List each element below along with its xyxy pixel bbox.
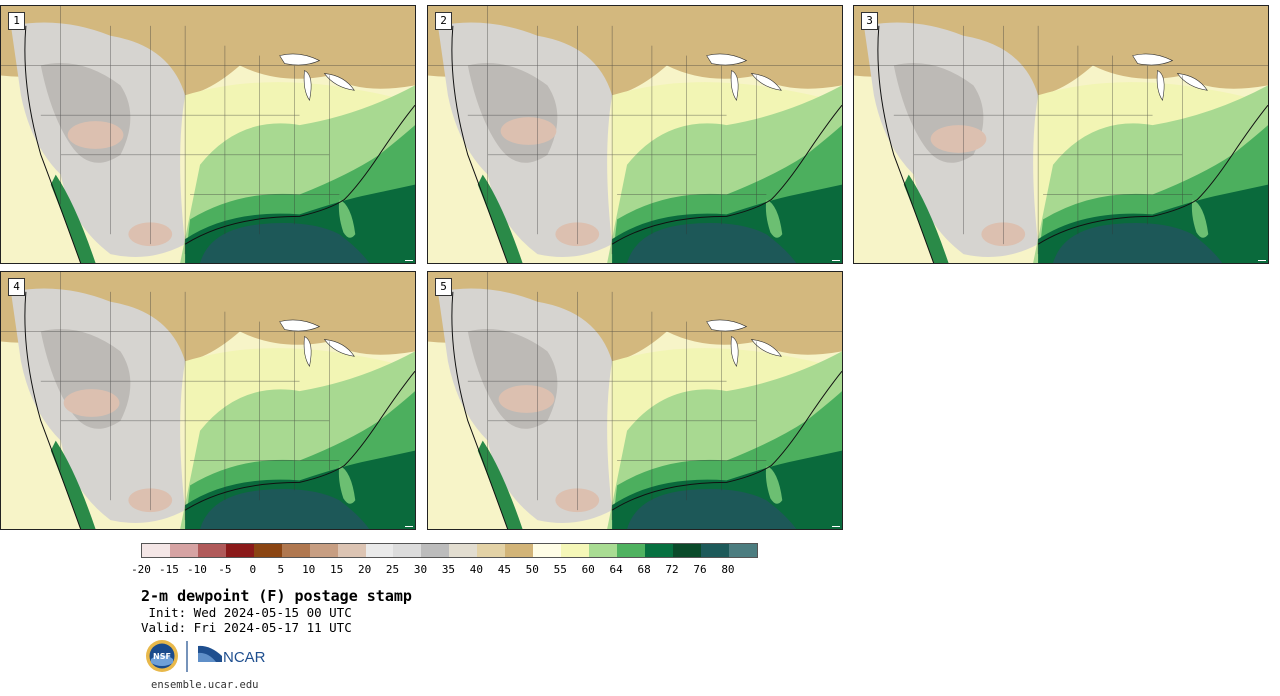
colorbar-cell [281, 544, 310, 557]
colorbar-label: 64 [609, 563, 623, 576]
colorbar-cell [616, 544, 645, 557]
dewpoint-map [1, 272, 415, 529]
dewpoint-map [428, 272, 842, 529]
colorbar-label: 72 [665, 563, 679, 576]
colorbar-label: 60 [581, 563, 595, 576]
panel-number: 5 [435, 278, 452, 296]
stamp-panel-3[interactable]: 3 [853, 5, 1269, 264]
colorbar-label: -10 [186, 563, 207, 576]
colorbar-cell [672, 544, 701, 557]
product-title: 2-m dewpoint (F) postage stamp [141, 587, 412, 605]
colorbar-cell [449, 544, 478, 557]
colorbar-cell [393, 544, 422, 557]
panel-number: 4 [8, 278, 25, 296]
panel-corner-tick [1258, 260, 1266, 261]
panel-corner-tick [405, 526, 413, 527]
colorbar-cell [309, 544, 338, 557]
stamp-panel-2[interactable]: 2 [427, 5, 843, 264]
colorbar-cell [533, 544, 562, 557]
colorbar-label: 76 [693, 563, 707, 576]
colorbar-label: 68 [637, 563, 651, 576]
colorbar-label: 80 [721, 563, 735, 576]
colorbar-label: 30 [413, 563, 428, 576]
valid-time: Valid: Fri 2024-05-17 11 UTC [141, 620, 352, 635]
colorbar-label: -20 [131, 563, 151, 576]
colorbar-label: 40 [469, 563, 484, 576]
logos-graphic: NSF NCAR [146, 640, 266, 672]
stamp-panel-5[interactable]: 5 [427, 271, 843, 530]
init-time: Init: Wed 2024-05-15 00 UTC [141, 605, 352, 620]
colorbar-label: 25 [385, 563, 400, 576]
colorbar-label: -15 [159, 563, 179, 576]
colorbar-label: 0 [249, 563, 257, 576]
colorbar-cell [225, 544, 254, 557]
colorbar-label: 20 [357, 563, 372, 576]
panel-corner-tick [832, 260, 840, 261]
dewpoint-map [854, 6, 1268, 263]
panel-corner-tick [832, 526, 840, 527]
colorbar-label: 10 [302, 563, 316, 576]
dewpoint-map [428, 6, 842, 263]
colorbar-label: 5 [277, 563, 285, 576]
colorbar-label: 55 [553, 563, 567, 576]
colorbar-label: 45 [497, 563, 511, 576]
logo-row: NSF NCAR [144, 639, 274, 675]
dewpoint-map [1, 6, 415, 263]
stamp-panel-1[interactable]: 1 [0, 5, 416, 264]
colorbar-cell [253, 544, 282, 557]
colorbar-cell [561, 544, 589, 557]
panel-number: 1 [8, 12, 25, 30]
nsf-logo: NSF [146, 640, 178, 672]
colorbar-cell [728, 544, 757, 557]
colorbar-label: 35 [441, 563, 456, 576]
colorbar-labels: -20 -15 -10 -5 0 5 10 15 20 25 30 35 40 45 50 55 60 64 68 7… [131, 563, 761, 577]
colorbar-cell [169, 544, 198, 557]
panel-number: 3 [861, 12, 878, 30]
stamp-panel-4[interactable]: 4 [0, 271, 416, 530]
panel-number: 2 [435, 12, 452, 30]
ncar-logo: NCAR [198, 645, 266, 666]
site-url[interactable]: ensemble.ucar.edu [151, 679, 259, 691]
colorbar-cell [421, 544, 450, 557]
colorbar-cell [589, 544, 617, 557]
colorbar-cell [197, 544, 226, 557]
colorbar-label: 15 [330, 563, 344, 576]
ncar-logo-text: NCAR [223, 649, 266, 666]
nsf-logo-text: NSF [153, 652, 171, 661]
colorbar-cell [477, 544, 506, 557]
colorbar-cell [337, 544, 366, 557]
colorbar-cell [142, 544, 170, 557]
panel-corner-tick [405, 260, 413, 261]
colorbar-cell [700, 544, 729, 557]
colorbar-label: -5 [218, 563, 232, 576]
colorbar [141, 543, 758, 558]
colorbar-label: 50 [525, 563, 539, 576]
colorbar-cell [365, 544, 394, 557]
colorbar-cell [505, 544, 534, 557]
colorbar-cell [644, 544, 673, 557]
